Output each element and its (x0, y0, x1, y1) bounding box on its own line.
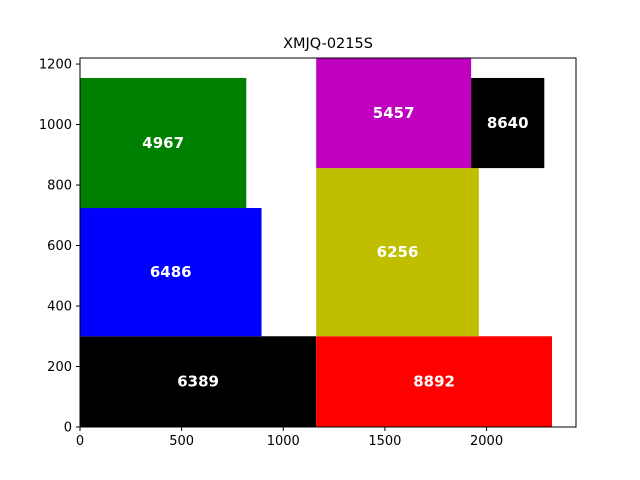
y-axis: 0 200 400 600 800 1000 1200 (39, 58, 80, 436)
x-tick-label: 1500 (368, 434, 401, 449)
x-tick-label: 2000 (470, 434, 503, 449)
treemap-rect-label: 6389 (177, 373, 219, 391)
y-tick-label: 600 (47, 239, 72, 254)
y-tick-label: 1200 (39, 58, 72, 73)
y-tick-label: 800 (47, 179, 72, 194)
y-tick-label: 200 (47, 360, 72, 375)
treemap-rect-5457 (316, 58, 472, 169)
y-tick-label: 0 (64, 421, 72, 436)
rectangle-labels-layer: 6389 8892 6486 4967 6256 5457 8640 (142, 104, 528, 391)
plot-frame (79, 57, 577, 428)
treemap-rect-label: 6256 (377, 243, 419, 261)
treemap-rect-label: 8892 (413, 373, 455, 391)
y-tick-label: 1000 (39, 118, 72, 133)
x-tick-label: 1000 (267, 434, 300, 449)
chart-title: XMJQ-0215S (283, 36, 373, 52)
treemap-rect-6389 (80, 336, 317, 427)
treemap-rect-label: 5457 (373, 104, 415, 122)
treemap-rect-label: 4967 (142, 134, 184, 152)
y-tick-label: 400 (47, 300, 72, 315)
x-tick-label: 0 (76, 434, 84, 449)
treemap-rect-label: 8640 (487, 114, 529, 132)
treemap-rect-8892 (316, 336, 553, 427)
treemap-rect-label: 6486 (150, 263, 192, 281)
treemap-rect-4967 (80, 77, 247, 209)
treemap-rect-8640 (471, 77, 545, 169)
treemap-rect-6256 (316, 168, 479, 337)
x-tick-label: 500 (169, 434, 194, 449)
x-axis: 0 500 1000 1500 2000 (76, 427, 503, 449)
treemap-rect-6486 (80, 208, 262, 337)
rectangles-layer (80, 58, 553, 427)
